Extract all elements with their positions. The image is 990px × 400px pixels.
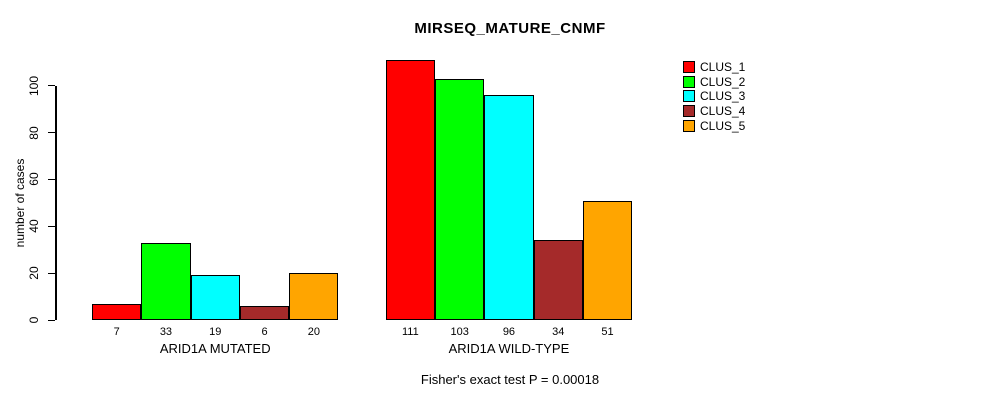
bar-value-label: 6	[261, 326, 268, 338]
y-tick-mark	[48, 85, 55, 87]
legend-item-clus_5: CLUS_5	[683, 118, 745, 133]
y-tick-mark	[48, 178, 55, 180]
legend-item-clus_2: CLUS_2	[683, 75, 745, 90]
y-tick-mark	[48, 132, 55, 134]
legend-label: CLUS_2	[700, 74, 746, 89]
group-label: ARID1A WILD-TYPE	[448, 341, 570, 356]
legend-swatch-clus_2	[683, 75, 695, 88]
bar-value-label: 7	[113, 326, 120, 338]
bar-clus_2-group1	[141, 242, 191, 320]
legend-label: CLUS_3	[700, 89, 746, 104]
chart-title: MIRSEQ_MATURE_CNMF	[414, 20, 606, 37]
legend-label: CLUS_5	[700, 118, 746, 133]
bar-value-label: 19	[209, 326, 222, 338]
bar-clus_4-group2	[533, 240, 583, 320]
y-tick-mark	[48, 225, 55, 227]
bar-value-label: 51	[601, 326, 614, 338]
y-tick-label: 80	[27, 125, 41, 140]
legend-item-clus_3: CLUS_3	[683, 89, 745, 104]
legend-swatch-clus_4	[683, 105, 695, 118]
legend-label: CLUS_1	[700, 60, 746, 75]
y-tick-label: 100	[27, 75, 41, 96]
bar-value-label: 111	[401, 326, 419, 338]
annotation-text: Fisher's exact test P = 0.00018	[420, 372, 600, 387]
bar-clus_4-group1	[239, 305, 290, 320]
bar-clus_3-group2	[484, 95, 534, 320]
bar-value-label: 103	[450, 326, 469, 338]
y-axis-label: number of cases	[13, 158, 27, 248]
y-tick-label: 20	[27, 266, 41, 280]
y-tick-label: 60	[27, 172, 41, 187]
legend-swatch-clus_3	[683, 90, 695, 103]
legend-item-clus_1: CLUS_1	[683, 60, 745, 75]
bar-clus_1-group2	[385, 59, 435, 320]
bar-clus_5-group1	[289, 273, 339, 320]
bar-clus_2-group2	[435, 78, 485, 320]
bar-value-label: 20	[307, 326, 320, 338]
y-tick-mark	[48, 272, 55, 274]
bar-value-label: 96	[502, 326, 516, 338]
legend-swatch-clus_1	[683, 61, 695, 74]
group-label: ARID1A MUTATED	[159, 341, 271, 356]
bar-clus_1-group1	[92, 303, 142, 320]
legend-swatch-clus_5	[683, 119, 695, 132]
y-axis-line	[55, 85, 57, 320]
y-tick-label: 40	[27, 219, 41, 233]
bar-value-label: 33	[159, 326, 173, 338]
bar-clus_3-group1	[190, 275, 240, 320]
legend-item-clus_4: CLUS_4	[683, 104, 745, 119]
y-tick-label: 0	[27, 316, 41, 324]
bar-value-label: 34	[552, 326, 565, 338]
y-tick-mark	[48, 319, 55, 321]
bar-clus_5-group2	[582, 200, 633, 320]
legend-label: CLUS_4	[700, 104, 746, 119]
legend: CLUS_1 CLUS_2 CLUS_3 CLUS_4 CLUS_5	[683, 60, 745, 133]
